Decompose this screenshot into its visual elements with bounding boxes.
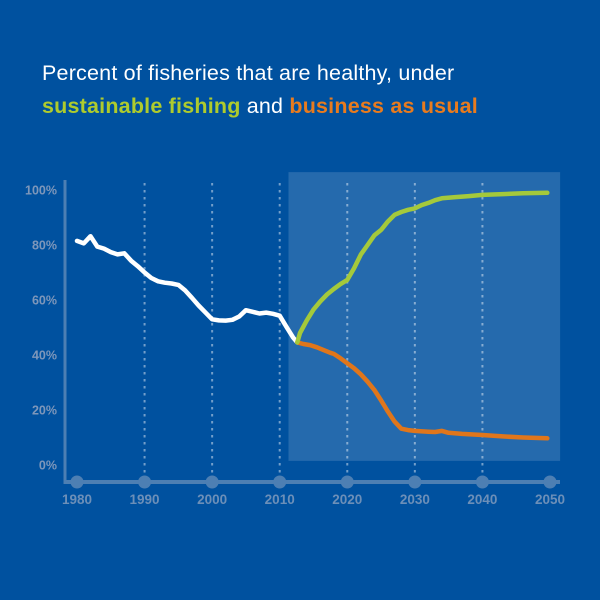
title-and-label: and [240, 94, 290, 118]
x-axis-dot-2000 [205, 475, 219, 489]
title-line1: Percent of fisheries that are healthy, u… [42, 61, 455, 85]
sustainable-fishing-line [295, 190, 550, 345]
x-tick-label-2010: 2010 [265, 492, 295, 507]
x-axis-dot-1990 [138, 475, 152, 489]
historical-line [74, 233, 300, 345]
y-tick-label-40%: 40% [32, 349, 57, 363]
title-sustainable-fishing-label: sustainable fishing [42, 94, 241, 118]
x-tick-label-1990: 1990 [130, 492, 160, 507]
x-axis-dot-2010 [273, 475, 287, 489]
title-business-as-usual-label: business as usual [289, 94, 478, 118]
x-tick-label-2040: 2040 [467, 492, 497, 507]
y-tick-label-20%: 20% [32, 404, 57, 418]
x-axis-dot-2030 [408, 475, 422, 489]
x-tick-label-2020: 2020 [332, 492, 362, 507]
business-as-usual-line [295, 340, 550, 441]
x-tick-label-2000: 2000 [197, 492, 227, 507]
x-tick-label-2030: 2030 [400, 492, 430, 507]
x-axis-dot-2020 [340, 475, 354, 489]
y-tick-label-60%: 60% [32, 294, 57, 308]
y-tick-label-0%: 0% [39, 459, 57, 473]
x-tick-label-1980: 1980 [62, 492, 92, 507]
x-tick-label-2050: 2050 [535, 492, 565, 507]
y-tick-label-80%: 80% [32, 239, 57, 253]
x-axis-dot-2050 [543, 475, 557, 489]
chart-title: Percent of fisheries that are healthy, u… [42, 57, 478, 123]
x-axis-dot-1980 [70, 475, 84, 489]
x-axis-dot-2040 [475, 475, 489, 489]
title-line2: sustainable fishing and business as usua… [42, 90, 478, 123]
y-tick-label-100%: 100% [25, 184, 57, 198]
projection-region [288, 172, 561, 461]
